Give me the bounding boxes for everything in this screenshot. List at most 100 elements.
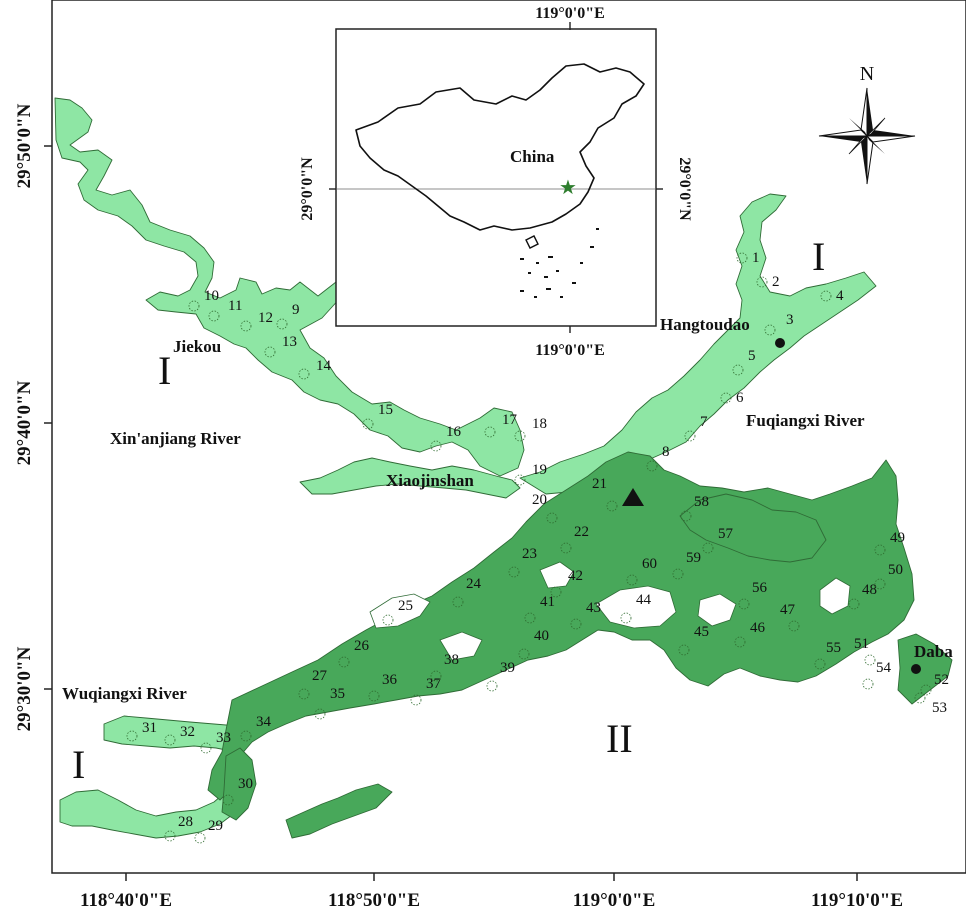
site-label-55: 55 [826, 640, 841, 656]
x-tick-label: 118°40'0"E [80, 890, 172, 911]
site-label-51: 51 [854, 636, 869, 652]
site-marker [486, 680, 498, 692]
site-marker [756, 276, 768, 288]
site-label-37: 37 [426, 676, 442, 692]
site-marker [678, 644, 690, 656]
site-label-52: 52 [934, 672, 949, 688]
site-marker [164, 830, 176, 842]
inset-right-tick: 29°0'0"N [676, 157, 693, 221]
site-marker [672, 568, 684, 580]
y-tick-label: 29°40'0"N [14, 380, 35, 465]
site-marker [338, 656, 350, 668]
site-marker [702, 542, 714, 554]
site-label-16: 16 [446, 424, 462, 440]
zone-label-1: I [72, 742, 85, 787]
site-marker [164, 734, 176, 746]
site-marker [620, 612, 632, 624]
china-outline [355, 63, 645, 231]
x-tick-label: 119°10'0"E [811, 890, 903, 911]
site-label-56: 56 [752, 580, 768, 596]
y-tick-label: 29°50'0"N [14, 103, 35, 188]
site-marker [484, 426, 496, 438]
place-hangtoudao: Hangtoudao [660, 315, 750, 334]
site-label-58: 58 [694, 494, 709, 510]
inset-map: China ★ 119°0'0"E 119°0'0"E 29°0'0"N 29°… [299, 5, 693, 359]
site-marker [626, 574, 638, 586]
site-label-19: 19 [532, 462, 547, 478]
site-marker [208, 310, 220, 322]
hangtoudao-marker [775, 338, 785, 348]
inset-top-tick: 119°0'0"E [535, 5, 605, 22]
place-xiaojinshan: Xiaojinshan [386, 471, 474, 490]
site-label-49: 49 [890, 530, 905, 546]
site-label-59: 59 [686, 550, 701, 566]
site-marker [126, 730, 138, 742]
site-label-40: 40 [534, 628, 549, 644]
site-label-21: 21 [592, 476, 607, 492]
site-marker [276, 318, 288, 330]
place-xinanjiang-river: Xin'anjiang River [110, 429, 241, 448]
site-label-26: 26 [354, 638, 370, 654]
inset-left-tick: 29°0'0"N [299, 157, 316, 221]
site-label-60: 60 [642, 556, 657, 572]
site-marker [200, 742, 212, 754]
site-label-11: 11 [228, 298, 242, 314]
site-label-12: 12 [258, 310, 273, 326]
site-marker [560, 542, 572, 554]
site-marker [864, 654, 876, 666]
site-label-50: 50 [888, 562, 903, 578]
islands [369, 561, 851, 661]
site-label-53: 53 [932, 700, 947, 716]
site-marker [914, 692, 926, 704]
site-label-32: 32 [180, 724, 195, 740]
site-marker [684, 430, 696, 442]
site-marker [222, 794, 234, 806]
x-tick-label: 119°0'0"E [573, 890, 656, 911]
x-tick-label: 118°50'0"E [328, 890, 420, 911]
site-label-18: 18 [532, 416, 547, 432]
site-label-33: 33 [216, 730, 231, 746]
site-label-22: 22 [574, 524, 589, 540]
site-marker [814, 658, 826, 670]
site-marker [820, 290, 832, 302]
place-fuqiangxi-river: Fuqiangxi River [746, 411, 865, 430]
site-marker [382, 614, 394, 626]
site-label-2: 2 [772, 274, 780, 290]
site-marker [410, 694, 422, 706]
site-label-30: 30 [238, 776, 253, 792]
zone-label-1: I [158, 348, 171, 393]
site-marker [362, 418, 374, 430]
site-marker [788, 620, 800, 632]
inset-bottom-tick: 119°0'0"E [535, 342, 605, 359]
south-china-sea-islands [520, 228, 599, 298]
site-marker [606, 500, 618, 512]
site-marker [920, 684, 932, 696]
site-label-27: 27 [312, 668, 328, 684]
site-label-54: 54 [876, 660, 892, 676]
site-marker [518, 648, 530, 660]
site-marker [240, 320, 252, 332]
site-marker [764, 324, 776, 336]
site-label-57: 57 [718, 526, 734, 542]
site-label-3: 3 [786, 312, 794, 328]
site-label-8: 8 [662, 444, 670, 460]
site-marker [298, 368, 310, 380]
site-marker [430, 670, 442, 682]
site-marker [524, 612, 536, 624]
china-label: China [510, 147, 555, 166]
site-label-48: 48 [862, 582, 877, 598]
site-marker [874, 544, 886, 556]
site-marker [848, 598, 860, 610]
site-label-13: 13 [282, 334, 297, 350]
study-area-star-icon: ★ [559, 177, 577, 199]
site-label-25: 25 [398, 598, 413, 614]
site-label-41: 41 [540, 594, 555, 610]
site-label-1: 1 [752, 250, 760, 266]
place-daba: Daba [914, 642, 953, 661]
site-label-42: 42 [568, 568, 583, 584]
site-label-39: 39 [500, 660, 515, 676]
site-marker [546, 512, 558, 524]
site-label-36: 36 [382, 672, 398, 688]
